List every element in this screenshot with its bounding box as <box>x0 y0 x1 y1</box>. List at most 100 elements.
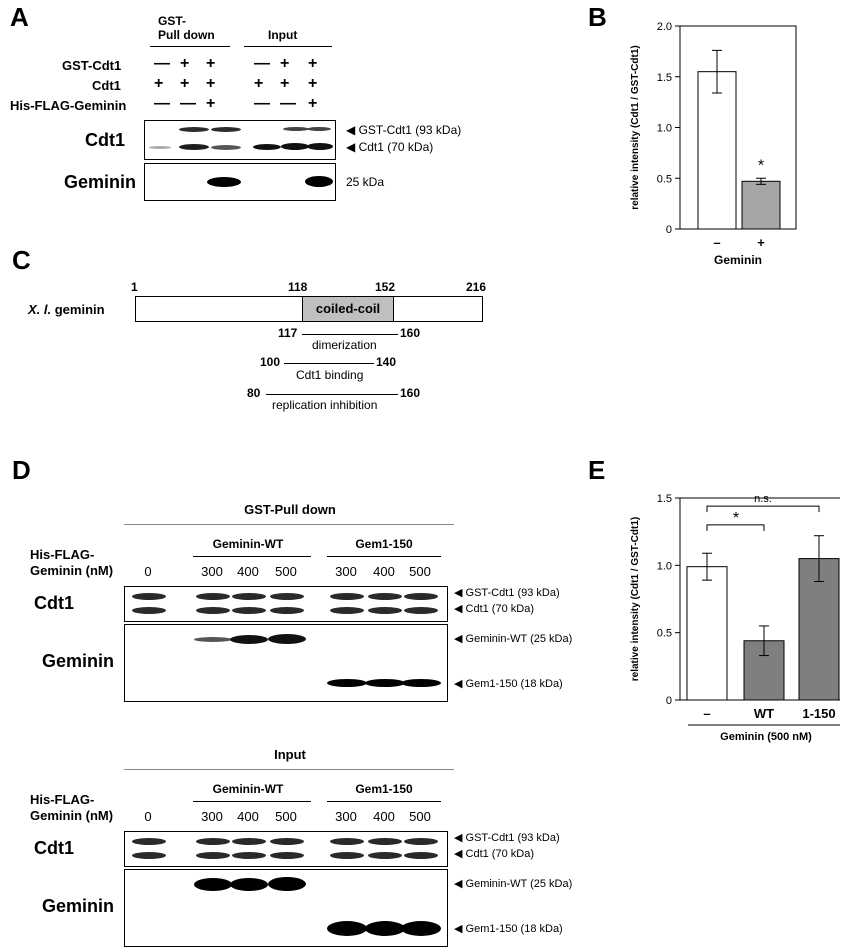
x-tick-label: – <box>713 235 720 250</box>
panel-a-sign: + <box>180 55 190 72</box>
region-start: 80 <box>247 386 261 400</box>
panel-d-conc-value: 0 <box>144 564 152 579</box>
region-start: 117 <box>278 326 298 340</box>
domain-pos-152: 152 <box>375 280 396 294</box>
panel-d-group-label: Gem1-150 <box>355 782 413 796</box>
blot-band <box>368 852 402 859</box>
panel-a-pull-header-1: GST- <box>158 14 187 28</box>
blot-band <box>132 852 166 859</box>
y-axis-label: relative intensity (Cdt1 / GST-Cdt1) <box>630 517 641 681</box>
panel-d-conc-value: 500 <box>409 564 431 579</box>
panel-d-group-line <box>193 801 311 802</box>
significance-bracket <box>706 524 765 531</box>
panel-d-section-line <box>124 769 454 770</box>
panel-d-conc-value: 300 <box>201 809 223 824</box>
domain-pos-1: 1 <box>131 280 138 294</box>
blot-band <box>179 144 209 150</box>
blot-band <box>232 838 266 845</box>
y-tick-label: 2.0 <box>657 21 672 33</box>
panel-d-conc-value: 400 <box>237 564 259 579</box>
x-tick-label: 1-150 <box>802 706 835 721</box>
panel-d-band-label: ◀ Cdt1 (70 kDa) <box>454 603 534 615</box>
region-name: replication inhibition <box>272 398 378 412</box>
blot-band <box>270 607 304 614</box>
panel-d-conc-label: His-FLAG- <box>30 792 95 807</box>
blot-band <box>330 607 364 614</box>
region-name: Cdt1 binding <box>296 368 364 382</box>
panel-a-sign: + <box>308 55 318 72</box>
blot-band <box>330 852 364 859</box>
x-tick-label: WT <box>754 706 774 721</box>
panel-d-band-label: ◀ Gem1-150 (18 kDa) <box>454 678 563 690</box>
panel-b-chart: 0 0.5 1.0 1.5 2.0 – + relative intensity (Cdt1 … <box>630 21 797 267</box>
panel-d-section-title: Input <box>274 747 306 762</box>
significance-star: * <box>733 510 739 527</box>
panel-c-letter: C <box>12 245 31 275</box>
panel-d-band-label: ◀ Gem1-150 (18 kDa) <box>454 923 563 935</box>
blot-band <box>404 838 438 845</box>
panel-d-group-label: Geminin-WT <box>212 537 284 551</box>
panel-d-group-line <box>327 556 441 557</box>
blot-band <box>211 127 241 132</box>
y-tick-label: 1.0 <box>657 560 672 572</box>
bar <box>798 558 840 701</box>
region-name: dimerization <box>312 338 377 352</box>
panel-d-band-label: ◀ GST-Cdt1 (93 kDa) <box>454 587 560 599</box>
gene-name: geminin <box>51 302 105 317</box>
construct-label: X. l. geminin <box>28 302 105 317</box>
panel-a-geminin-blot <box>144 163 336 201</box>
panel-a-sign: + <box>206 55 216 72</box>
ns-bracket <box>706 505 820 513</box>
blot-band <box>211 145 241 150</box>
panel-d-section-line <box>124 524 454 525</box>
panel-a-sign: + <box>206 75 216 92</box>
panel-a-sign: + <box>254 75 264 92</box>
y-tick-label: 0 <box>666 695 672 707</box>
panel-d-conc-value: 500 <box>409 809 431 824</box>
panel-a-cdt1-blot <box>144 120 336 160</box>
blot-band <box>368 593 402 600</box>
y-tick-label: 1.5 <box>657 493 672 505</box>
blot-band <box>149 146 171 149</box>
panel-a-row-label: His-FLAG-Geminin <box>10 98 127 113</box>
blot-band <box>194 636 232 642</box>
blot-band <box>401 920 441 936</box>
blot-band <box>132 607 166 614</box>
panel-d-group-line <box>327 801 441 802</box>
significance-star: * <box>758 157 764 174</box>
region-end: 140 <box>376 355 397 369</box>
blot-band <box>330 593 364 600</box>
blot-band <box>368 838 402 845</box>
blot-band <box>281 143 309 150</box>
blot-band <box>365 920 405 936</box>
region-line-dimerization <box>302 334 398 335</box>
bar <box>686 566 728 701</box>
panel-d-conc-value: 400 <box>373 564 395 579</box>
panel-d-geminin-blot <box>124 869 448 947</box>
blot-band <box>365 679 405 687</box>
panel-d-conc-value: 500 <box>275 564 297 579</box>
blot-band <box>232 593 266 600</box>
panel-a-sign: + <box>308 75 318 92</box>
panel-a-blot-label: Geminin <box>64 172 137 192</box>
domain-pos-118: 118 <box>288 280 308 294</box>
blot-band <box>132 838 166 845</box>
y-tick-label: 1.5 <box>657 72 672 84</box>
blot-band <box>253 144 281 150</box>
blot-band <box>404 607 438 614</box>
coiled-coil-domain: coiled-coil <box>302 296 394 322</box>
species-name: X. l. <box>28 302 52 317</box>
panel-a-sign: — <box>254 55 270 72</box>
blot-band <box>207 177 241 187</box>
region-end: 160 <box>400 386 421 400</box>
panel-a-sign: + <box>308 95 318 112</box>
panel-d-conc-value: 300 <box>201 564 223 579</box>
panel-a-pull-header-2: Pull down <box>158 28 215 42</box>
panel-d-band-label: ◀ Geminin-WT (25 kDa) <box>454 633 573 645</box>
blot-band <box>268 877 306 891</box>
blot-band <box>327 920 367 936</box>
blot-band <box>230 877 268 891</box>
panel-d-conc-value: 400 <box>373 809 395 824</box>
blot-band <box>230 634 268 644</box>
blot-band <box>270 838 304 845</box>
